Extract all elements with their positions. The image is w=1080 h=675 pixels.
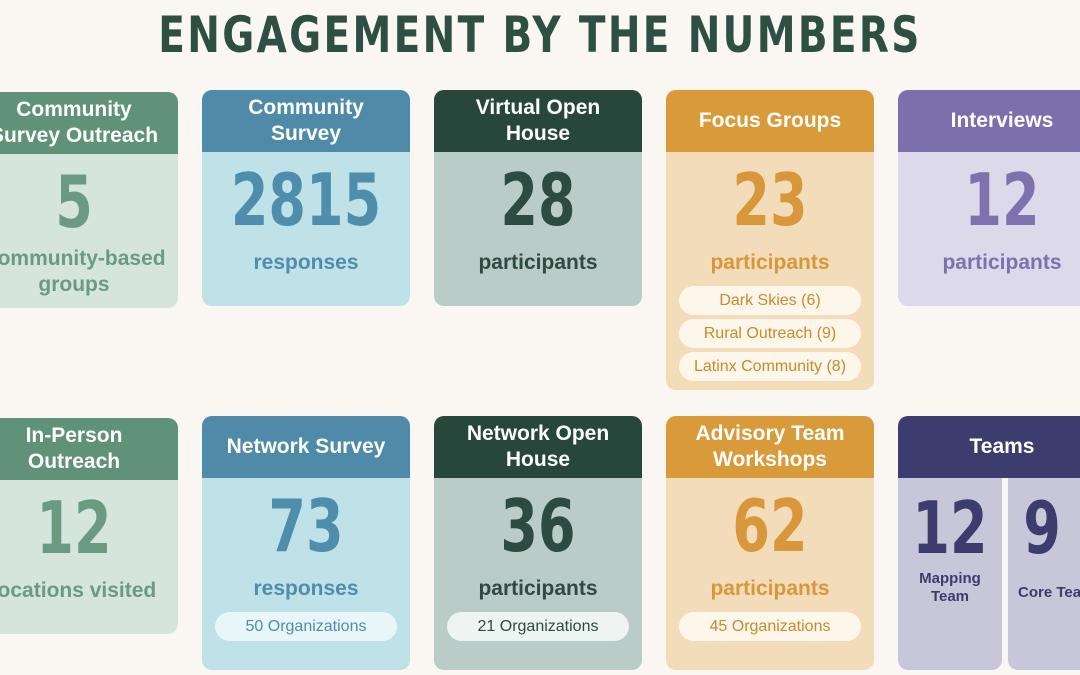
focus-group-pill: Dark Skies (6) [679, 286, 861, 315]
team-value: 9 [1023, 486, 1061, 570]
card-heading: Community Survey [202, 90, 410, 152]
focus-group-pill: Latinx Community (8) [679, 352, 861, 381]
card-teams: Teams 12 Mapping Team 9 Core Team [898, 416, 1080, 670]
card-heading: Network Open House [434, 416, 642, 478]
page-title: ENGAGEMENT BY THE NUMBERS [158, 6, 922, 64]
card-community-survey: Community Survey 2815 responses [202, 90, 410, 306]
card-in-person-outreach: In-Person Outreach 12 locations visited [0, 418, 178, 634]
card-unit: participants [710, 577, 830, 600]
organizations-pill: 45 Organizations [679, 612, 861, 641]
card-unit: responses [253, 577, 359, 600]
card-unit: responses [253, 251, 359, 274]
card-value: 28 [500, 158, 576, 242]
card-value: 12 [36, 486, 112, 570]
card-network-open-house: Network Open House 36 participants 21 Or… [434, 416, 642, 670]
card-unit: participants [942, 251, 1062, 274]
card-unit: participants [478, 577, 598, 600]
team-value: 12 [912, 486, 988, 570]
card-value: 5 [55, 160, 93, 244]
organizations-pill: 50 Organizations [215, 612, 397, 641]
card-heading: Virtual Open House [434, 90, 642, 152]
team-label: Mapping Team [919, 570, 981, 605]
card-value: 23 [732, 158, 808, 242]
card-heading: Teams [898, 416, 1080, 478]
card-value: 73 [268, 484, 344, 568]
card-network-survey: Network Survey 73 responses 50 Organizat… [202, 416, 410, 670]
card-heading: Community Survey Outreach [0, 92, 178, 154]
card-interviews: Interviews 12 participants [898, 90, 1080, 306]
card-heading: In-Person Outreach [0, 418, 178, 480]
card-heading: Advisory Team Workshops [666, 416, 874, 478]
card-unit: locations visited [0, 579, 157, 602]
card-community-survey-outreach: Community Survey Outreach 5 Community-ba… [0, 92, 178, 308]
card-heading: Focus Groups [666, 90, 874, 152]
card-value: 2815 [230, 158, 382, 242]
card-unit: participants [710, 251, 830, 274]
team-label: Core Team [1018, 584, 1080, 601]
team-core: 9 Core Team [1008, 478, 1080, 670]
card-unit: participants [478, 251, 598, 274]
card-focus-groups: Focus Groups 23 participants Dark Skies … [666, 90, 874, 390]
card-value: 62 [732, 484, 808, 568]
card-heading: Network Survey [202, 416, 410, 478]
card-value: 12 [964, 158, 1040, 242]
organizations-pill: 21 Organizations [447, 612, 629, 641]
card-heading: Interviews [898, 90, 1080, 152]
card-virtual-open-house: Virtual Open House 28 participants [434, 90, 642, 306]
card-unit: Community-based groups [0, 247, 166, 296]
focus-group-pill: Rural Outreach (9) [679, 319, 861, 348]
card-advisory-team-workshops: Advisory Team Workshops 62 participants … [666, 416, 874, 670]
card-value: 36 [500, 484, 576, 568]
team-mapping: 12 Mapping Team [898, 478, 1002, 670]
